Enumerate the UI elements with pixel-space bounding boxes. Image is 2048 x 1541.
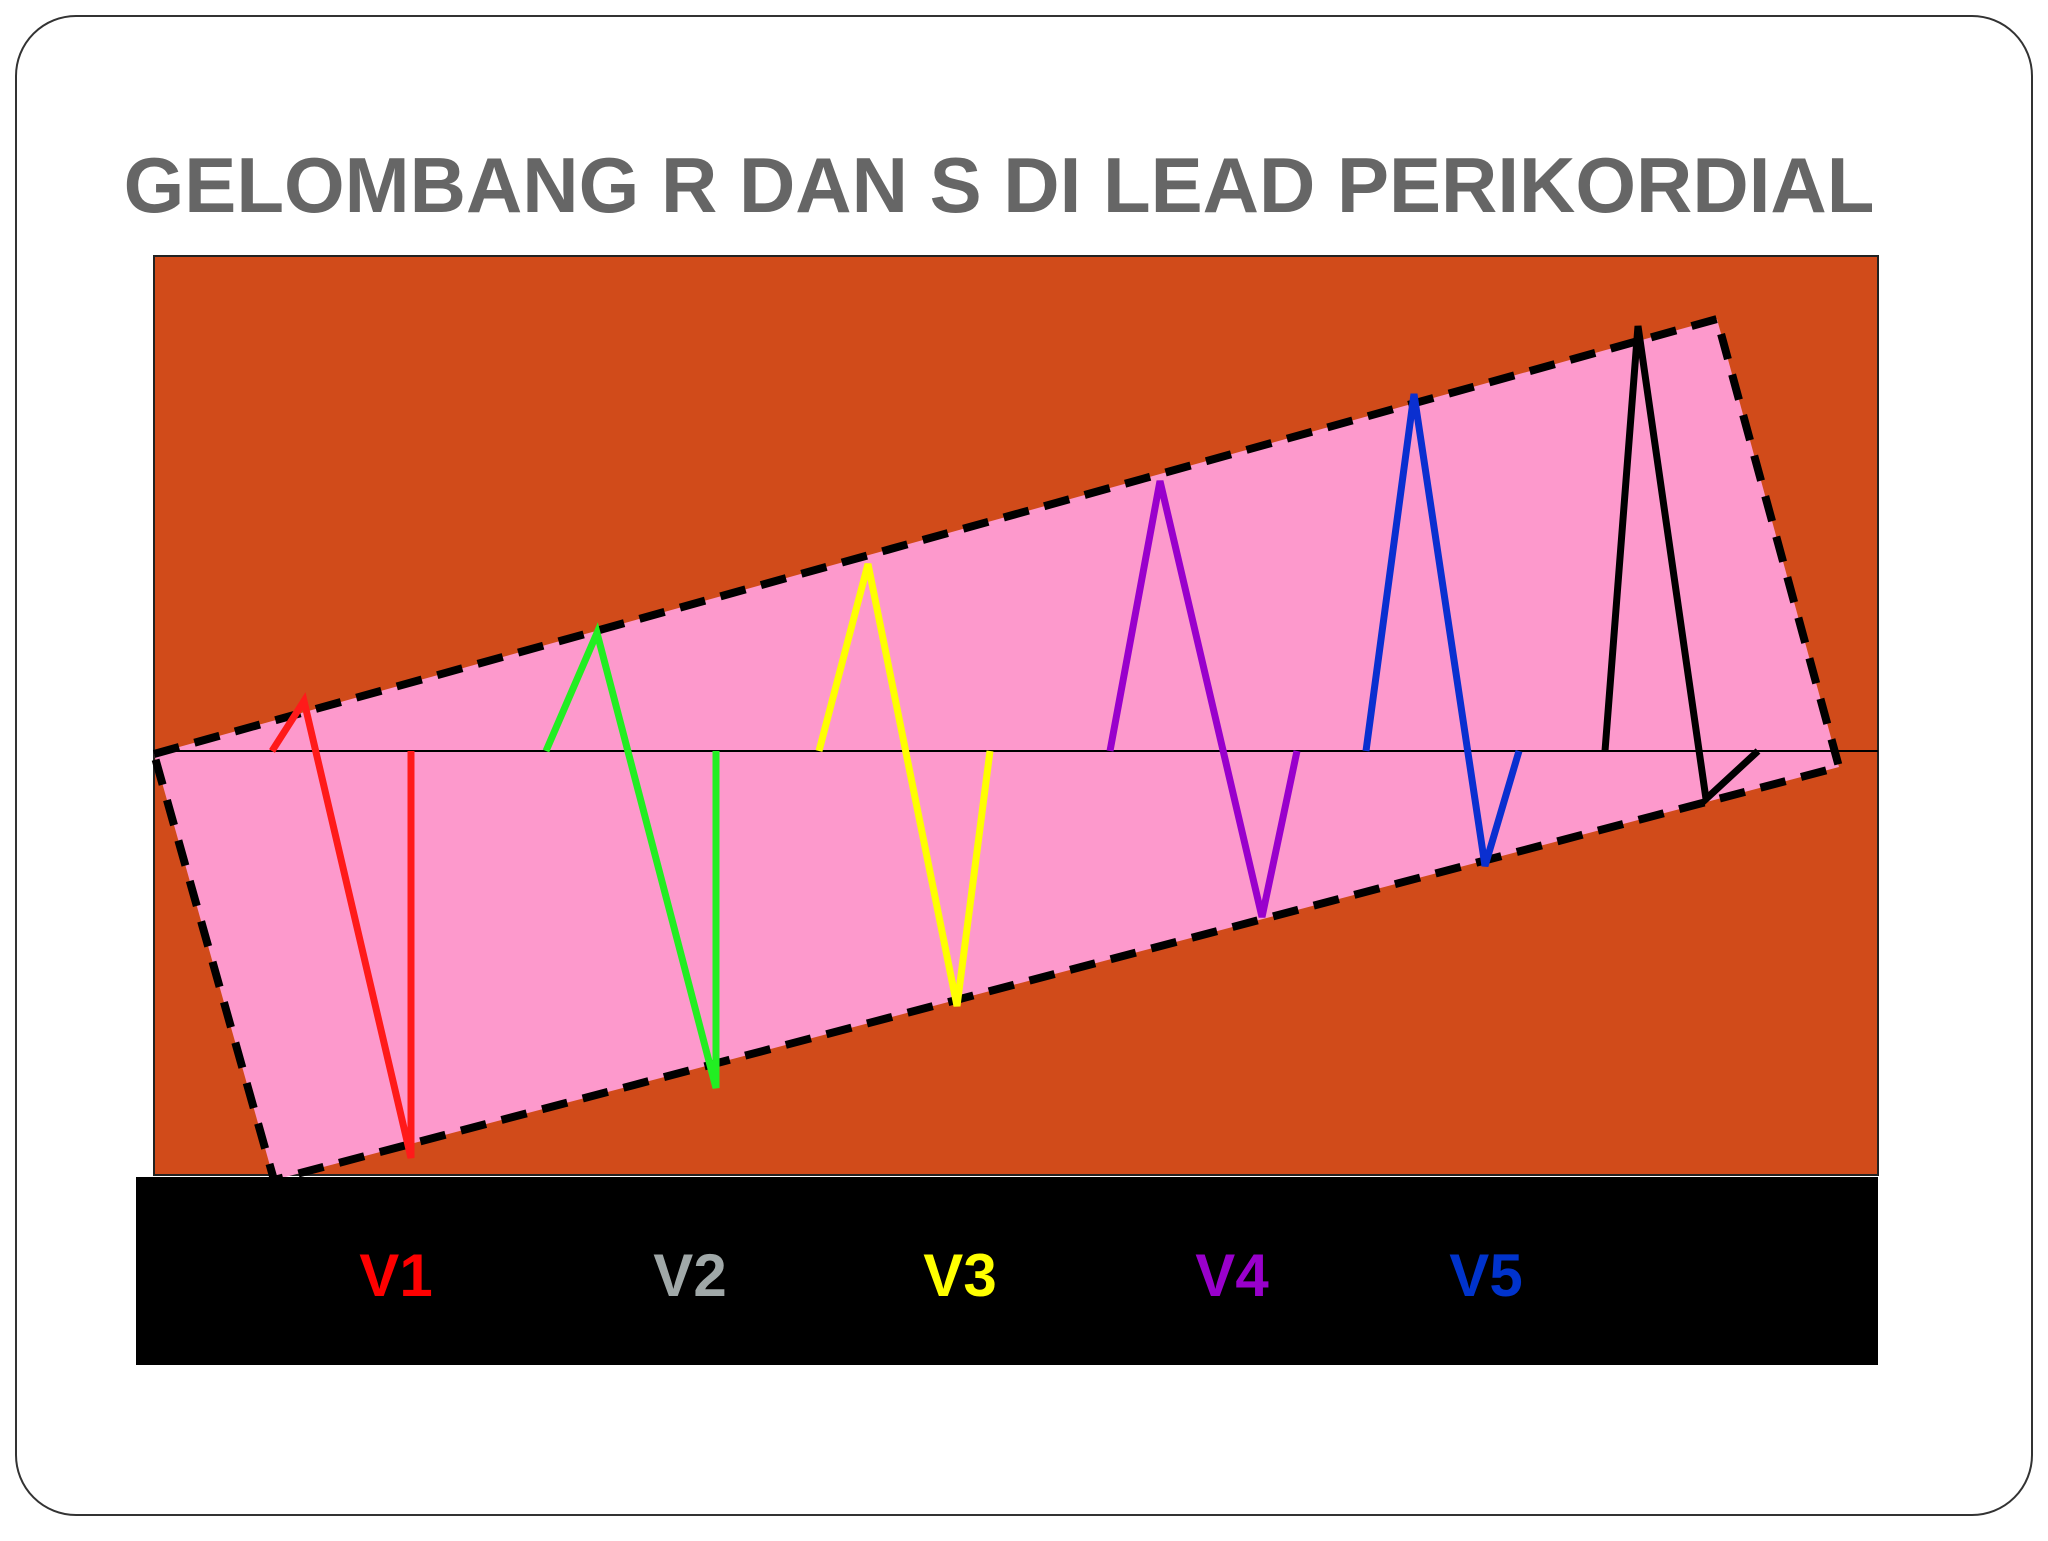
lead-label: V2 (653, 1242, 726, 1309)
wave-v4 (1106, 480, 1301, 918)
lead-label: V1 (359, 1242, 432, 1309)
wave-v6 (1601, 325, 1761, 807)
slide-title: GELOMBANG R DAN S DI LEAD PERIKORDIAL (124, 141, 1875, 229)
wave-v1 (269, 692, 415, 1159)
lead-label: V4 (1195, 1242, 1269, 1309)
wave-v3 (815, 563, 994, 1007)
waves (269, 325, 1761, 1159)
trend-band (149, 314, 1844, 1185)
wave-v2 (542, 622, 720, 1089)
lead-label: V5 (1449, 1242, 1522, 1309)
label-bar (136, 1177, 1878, 1365)
wave-v5 (1362, 393, 1523, 867)
lead-labels: V1 V2 V3 V4 V5 (359, 1242, 1522, 1309)
lead-label: V3 (923, 1242, 996, 1309)
